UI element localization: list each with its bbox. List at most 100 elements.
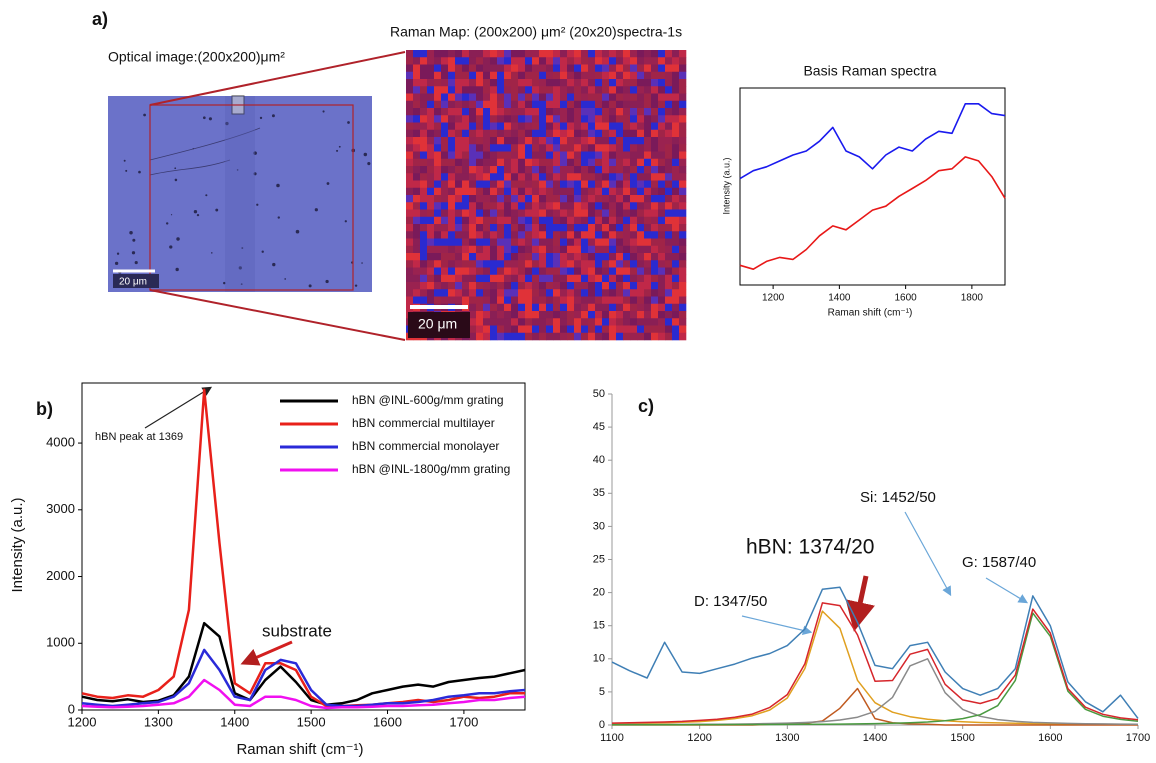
map-pixel <box>476 202 484 210</box>
map-pixel <box>658 122 666 131</box>
map-pixel <box>679 64 687 73</box>
map-pixel <box>637 253 645 261</box>
map-pixel <box>574 311 582 319</box>
map-pixel <box>413 115 421 123</box>
map-pixel <box>609 231 617 239</box>
map-pixel <box>637 289 645 297</box>
map-pixel <box>483 318 491 326</box>
map-pixel <box>609 50 617 58</box>
map-pixel <box>581 311 589 319</box>
map-pixel <box>672 332 680 341</box>
map-pixel <box>609 79 617 87</box>
map-pixel <box>595 202 603 210</box>
map-pixel <box>504 86 512 94</box>
map-pixel <box>602 158 610 167</box>
map-pixel <box>595 129 603 138</box>
map-pixel <box>546 86 554 94</box>
map-pixel <box>483 108 491 116</box>
map-pixel <box>637 267 645 276</box>
map-pixel <box>441 129 449 138</box>
map-pixel <box>420 180 428 189</box>
map-pixel <box>588 180 596 189</box>
map-pixel <box>567 202 575 210</box>
map-pixel <box>560 64 568 73</box>
map-pixel <box>434 108 442 116</box>
map-pixel <box>672 173 680 181</box>
map-pixel <box>525 122 533 131</box>
map-pixel <box>609 100 617 109</box>
map-pixel <box>672 122 680 131</box>
map-pixel <box>532 187 540 196</box>
map-pixel <box>546 289 554 297</box>
map-pixel <box>630 187 638 196</box>
map-pixel <box>483 50 491 58</box>
map-pixel <box>413 216 421 225</box>
map-pixel <box>616 260 624 268</box>
map-pixel <box>623 209 631 218</box>
map-pixel <box>616 325 624 334</box>
x-tick-label: 1100 <box>600 732 624 744</box>
map-pixel <box>651 93 659 102</box>
map-pixel <box>630 209 638 218</box>
map-pixel <box>595 100 603 109</box>
map-pixel <box>483 238 491 247</box>
map-pixel <box>581 79 589 87</box>
map-pixel <box>623 282 631 290</box>
map-pixel <box>497 245 505 254</box>
map-pixel <box>476 129 484 138</box>
map-pixel <box>644 57 652 65</box>
map-pixel <box>616 238 624 247</box>
map-pixel <box>448 151 456 160</box>
map-pixel <box>658 137 666 145</box>
map-pixel <box>448 245 456 254</box>
map-pixel <box>490 267 498 276</box>
map-pixel <box>539 108 547 116</box>
map-pixel <box>672 253 680 261</box>
map-pixel <box>637 173 645 181</box>
map-pixel <box>483 303 491 312</box>
map-pixel <box>581 274 589 283</box>
map-pixel <box>427 231 435 239</box>
map-pixel <box>623 296 631 305</box>
map-pixel <box>588 137 596 145</box>
map-pixel <box>539 180 547 189</box>
x-tick-label: 1400 <box>863 732 887 744</box>
map-pixel <box>455 100 463 109</box>
map-pixel <box>441 79 449 87</box>
map-pixel <box>588 86 596 94</box>
map-pixel <box>623 180 631 189</box>
map-pixel <box>532 289 540 297</box>
map-pixel <box>637 303 645 312</box>
map-pixel <box>672 318 680 326</box>
map-pixel <box>427 245 435 254</box>
map-pixel <box>574 79 582 87</box>
map-pixel <box>623 64 631 73</box>
map-pixel <box>525 202 533 210</box>
map-pixel <box>441 195 449 203</box>
map-pixel <box>679 86 687 94</box>
map-pixel <box>623 245 631 254</box>
map-pixel <box>672 129 680 138</box>
map-pixel <box>630 173 638 181</box>
map-pixel <box>434 224 442 232</box>
map-pixel <box>490 195 498 203</box>
speck <box>338 145 341 148</box>
map-pixel <box>546 122 554 131</box>
map-pixel <box>658 311 666 319</box>
map-pixel <box>427 108 435 116</box>
map-pixel <box>679 311 687 319</box>
map-pixel <box>497 115 505 123</box>
map-pixel <box>518 173 526 181</box>
map-pixel <box>679 231 687 239</box>
map-pixel <box>497 173 505 181</box>
map-pixel <box>623 224 631 232</box>
map-pixel <box>553 238 561 247</box>
map-pixel <box>574 187 582 196</box>
map-pixel <box>420 122 428 131</box>
map-pixel <box>525 79 533 87</box>
map-pixel <box>413 86 421 94</box>
map-pixel <box>672 166 680 174</box>
map-pixel <box>567 115 575 123</box>
map-pixel <box>406 195 414 203</box>
